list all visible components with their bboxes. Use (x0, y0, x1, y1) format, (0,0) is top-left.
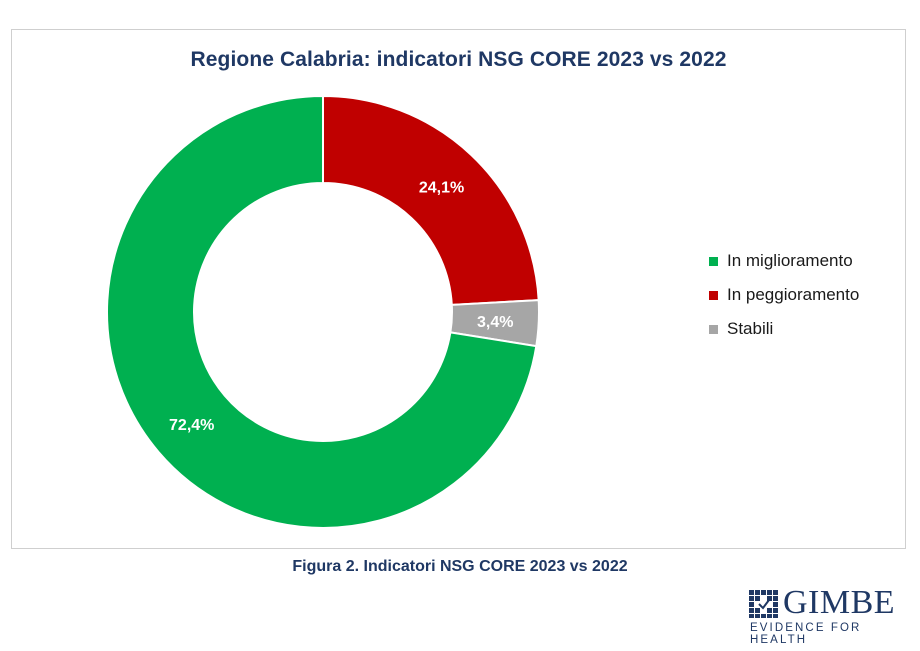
legend-label-stabili: Stabili (727, 319, 774, 338)
logo-tagline: EVIDENCE FOR HEALTH (750, 622, 862, 646)
donut-slice-labels: 24,1% 3,4% 72,4% (169, 180, 513, 434)
legend-swatch-peggioramento (709, 290, 718, 300)
legend-item-peggioramento: In peggioramento (709, 278, 859, 312)
logo-name: GIMBE (783, 584, 896, 621)
slice-stabili-label: 3,4% (477, 314, 513, 331)
legend-swatch-stabili (709, 324, 718, 334)
slice-miglioramento-label: 72,4% (169, 417, 214, 434)
gimbe-logo: GIMBE EVIDENCE FOR HEALTH (749, 584, 911, 646)
legend-item-stabili: Stabili (709, 312, 859, 346)
legend-label-peggioramento: In peggioramento (727, 285, 860, 304)
figure-caption: Figura 2. Indicatori NSG CORE 2023 vs 20… (292, 558, 628, 575)
legend-label-miglioramento: In miglioramento (727, 251, 853, 270)
chart-frame: Regione Calabria: indicatori NSG CORE 20… (11, 29, 906, 549)
chart-legend: In miglioramento In peggioramento Stabil… (709, 244, 859, 346)
chart-title: Regione Calabria: indicatori NSG CORE 20… (190, 48, 727, 71)
legend-item-miglioramento: In miglioramento (709, 244, 859, 278)
slice-peggioramento-label: 24,1% (419, 180, 464, 197)
donut-chart: 24,1% 3,4% 72,4% (106, 94, 540, 529)
slice-peggioramento (322, 94, 540, 306)
logo-grid-icon (749, 590, 778, 618)
legend-swatch-miglioramento (709, 256, 718, 266)
donut-slices (106, 94, 540, 529)
slice-miglioramento (106, 94, 538, 529)
